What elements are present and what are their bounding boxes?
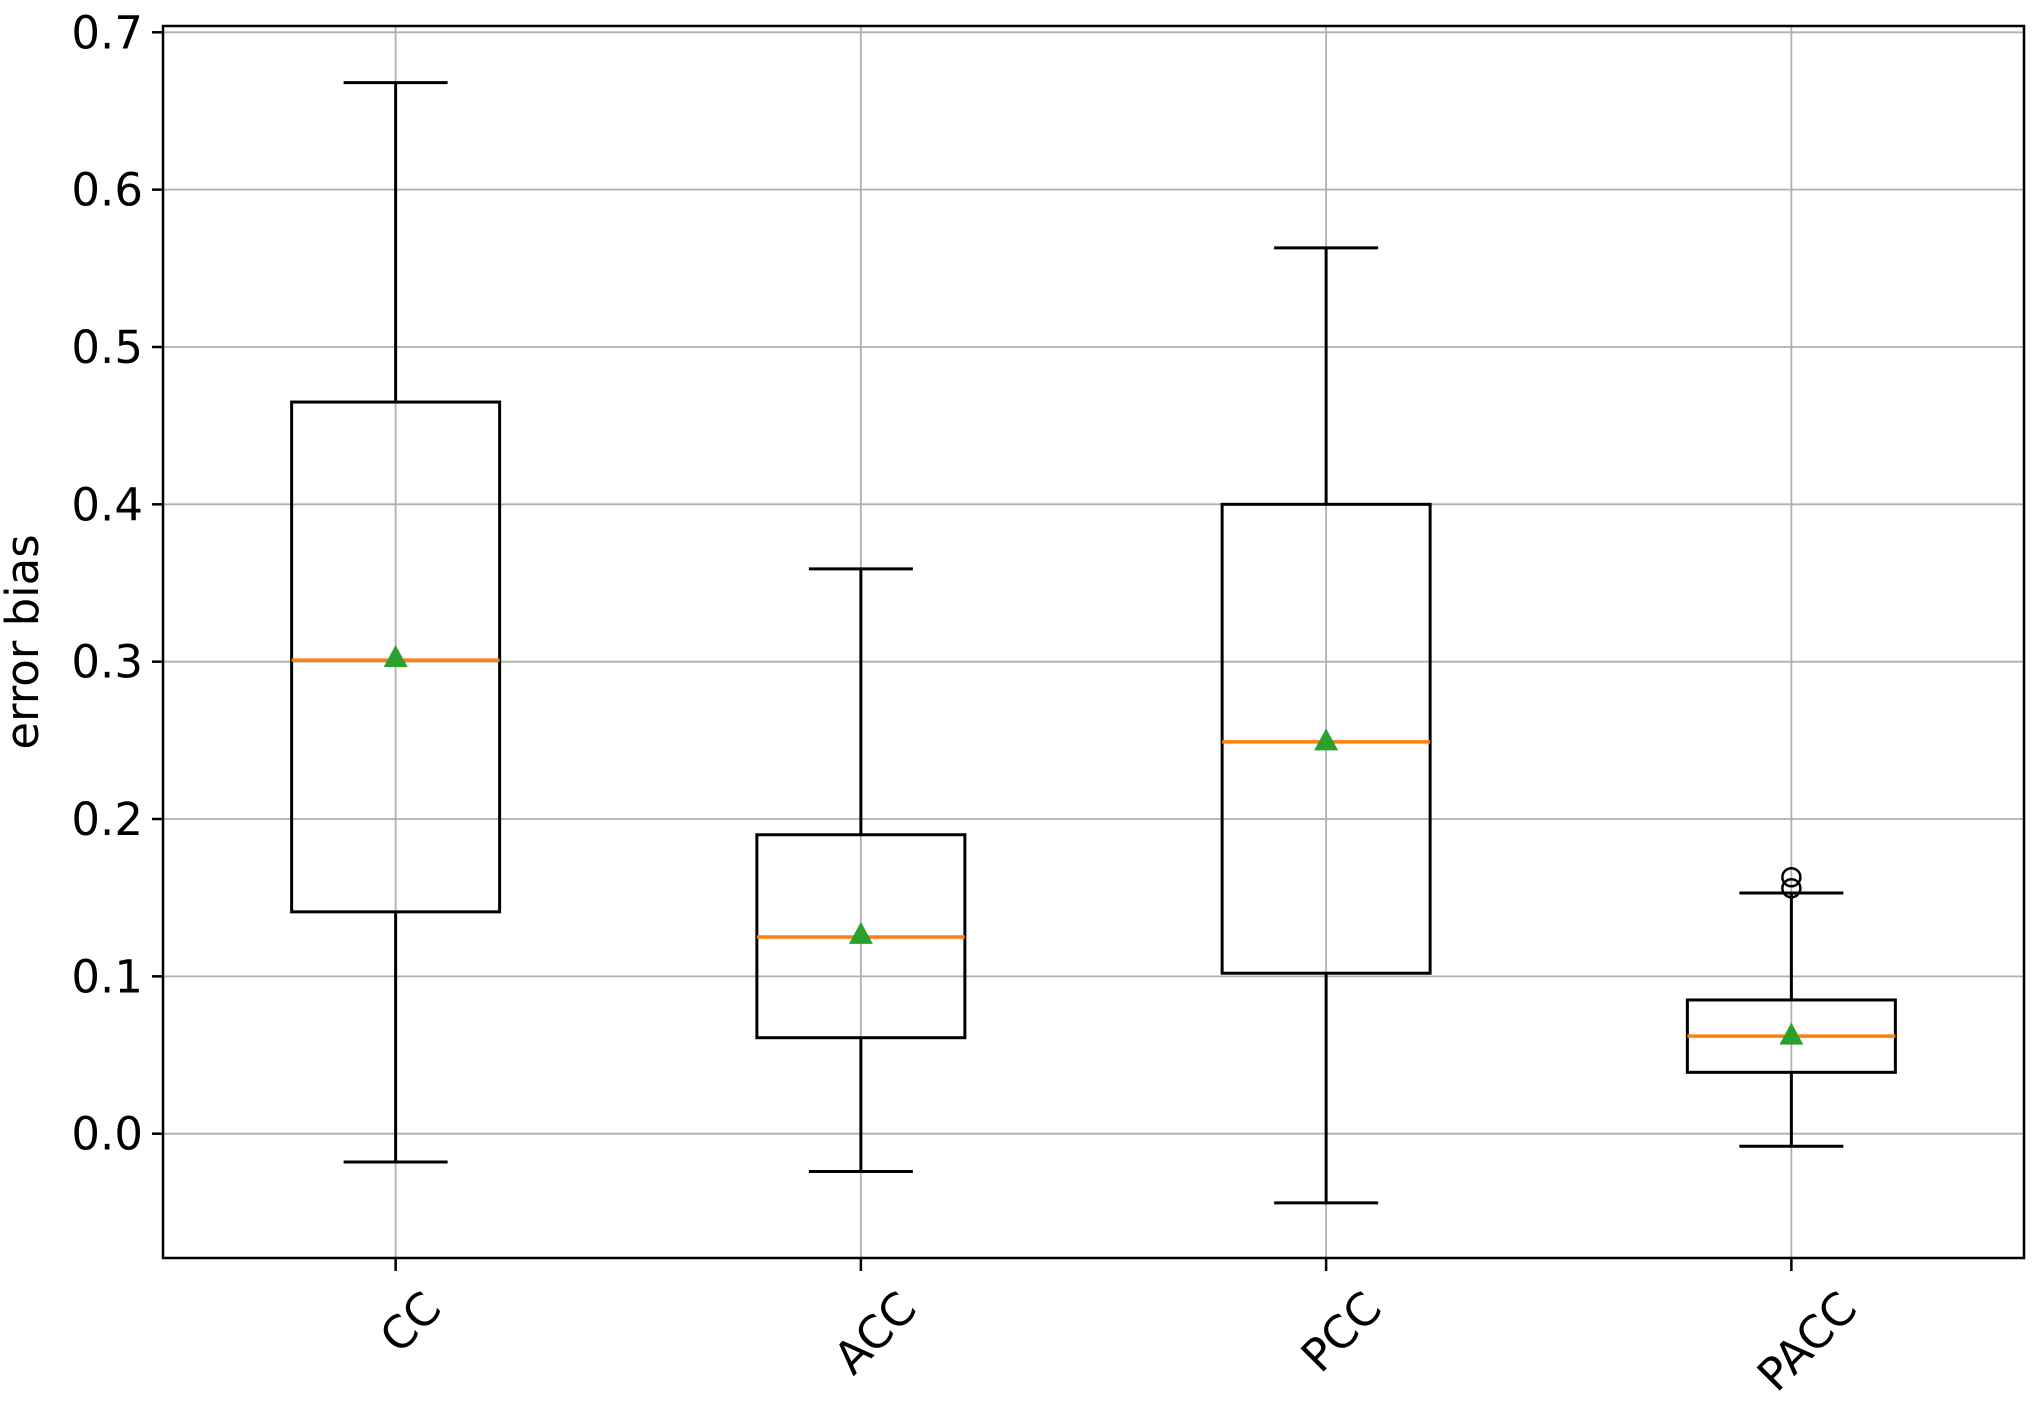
iqr-box (290, 400, 502, 914)
mean-marker (1314, 728, 1339, 751)
y-axis-tick-label: 0.3 (71, 636, 143, 689)
axes-layer: 0.0 0.1 0.2 0.3 0.4 0.5 0.6 0.7 CC ACC PCC PACC (71, 6, 2026, 1402)
plot-border (161, 24, 2026, 1260)
box-group-acc (755, 567, 967, 1173)
box-group-cc (290, 81, 502, 1164)
y-axis-tick-label: 0.1 (71, 950, 143, 1003)
outlier-point (1781, 877, 1802, 899)
iqr-box (1220, 502, 1432, 975)
y-axis-tick-label: 0.6 (71, 164, 143, 217)
y-axis-label: error bias (0, 534, 49, 749)
x-axis-tick-label: CC (369, 1281, 451, 1363)
y-axis-tick-label: 0.2 (71, 793, 143, 846)
box-group-pcc (1220, 246, 1432, 1205)
y-axis-tick-label: 0.4 (71, 478, 143, 531)
box-group-pacc (1685, 866, 1897, 1148)
y-axis-tick-label: 0.5 (71, 321, 143, 374)
data-layer (290, 81, 1897, 1205)
x-axis-tick-label: PCC (1291, 1281, 1392, 1382)
mean-marker (848, 921, 873, 944)
x-axis-tick-label: ACC (824, 1281, 927, 1384)
outlier-point (1781, 866, 1802, 888)
mean-marker (1779, 1022, 1804, 1045)
y-axis-tick-label: 0.7 (71, 6, 143, 59)
y-axis-tick-label: 0.0 (71, 1108, 143, 1161)
x-axis-tick-label: PACC (1747, 1281, 1867, 1401)
mean-marker (383, 644, 408, 667)
